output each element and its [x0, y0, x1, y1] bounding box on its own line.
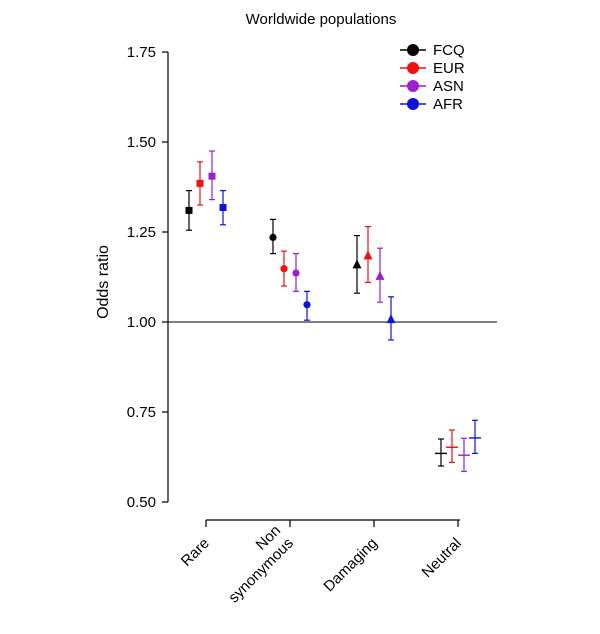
- y-tick-label: 1.50: [127, 134, 156, 151]
- y-tick-label: 1.25: [127, 224, 156, 241]
- x-tick-label: Neutral: [419, 535, 465, 581]
- data-point-asn: [208, 172, 216, 180]
- legend-marker-fcq: [407, 44, 419, 56]
- y-tick-label: 0.50: [127, 494, 156, 511]
- y-axis-label: Odds ratio: [95, 245, 112, 319]
- legend-label: FCQ: [433, 42, 465, 59]
- x-tick-label: Damaging: [320, 535, 380, 595]
- x-tick-label: Rare: [178, 535, 213, 570]
- data-marks: [185, 150, 481, 472]
- chart-title: Worldwide populations: [246, 11, 397, 28]
- y-tick-label: 1.75: [127, 44, 156, 61]
- data-point-afr: [386, 314, 396, 324]
- x-tick-label: Nonsynonymous: [213, 522, 297, 606]
- data-point-afr: [219, 204, 227, 212]
- data-point-asn: [375, 270, 385, 280]
- data-point-asn: [292, 269, 300, 277]
- data-point-fcq: [269, 233, 277, 241]
- data-point-eur: [363, 250, 373, 260]
- data-point-fcq: [185, 206, 193, 214]
- legend-marker-afr: [407, 98, 419, 110]
- data-point-afr: [303, 301, 311, 309]
- legend-marker-eur: [407, 62, 419, 74]
- legend-label: AFR: [433, 96, 463, 113]
- legend-label: ASN: [433, 78, 464, 95]
- y-tick-label: 0.75: [127, 404, 156, 421]
- axes: 0.50 0.75 1.00 1.25 1.50 1.75 Rare Nonsynonymou…: [127, 44, 497, 606]
- data-point-eur: [196, 179, 204, 187]
- y-tick-label: 1.00: [127, 314, 156, 331]
- data-point-eur: [280, 265, 288, 273]
- legend-marker-asn: [407, 80, 419, 92]
- data-point-fcq: [352, 259, 362, 269]
- legend-label: EUR: [433, 60, 465, 77]
